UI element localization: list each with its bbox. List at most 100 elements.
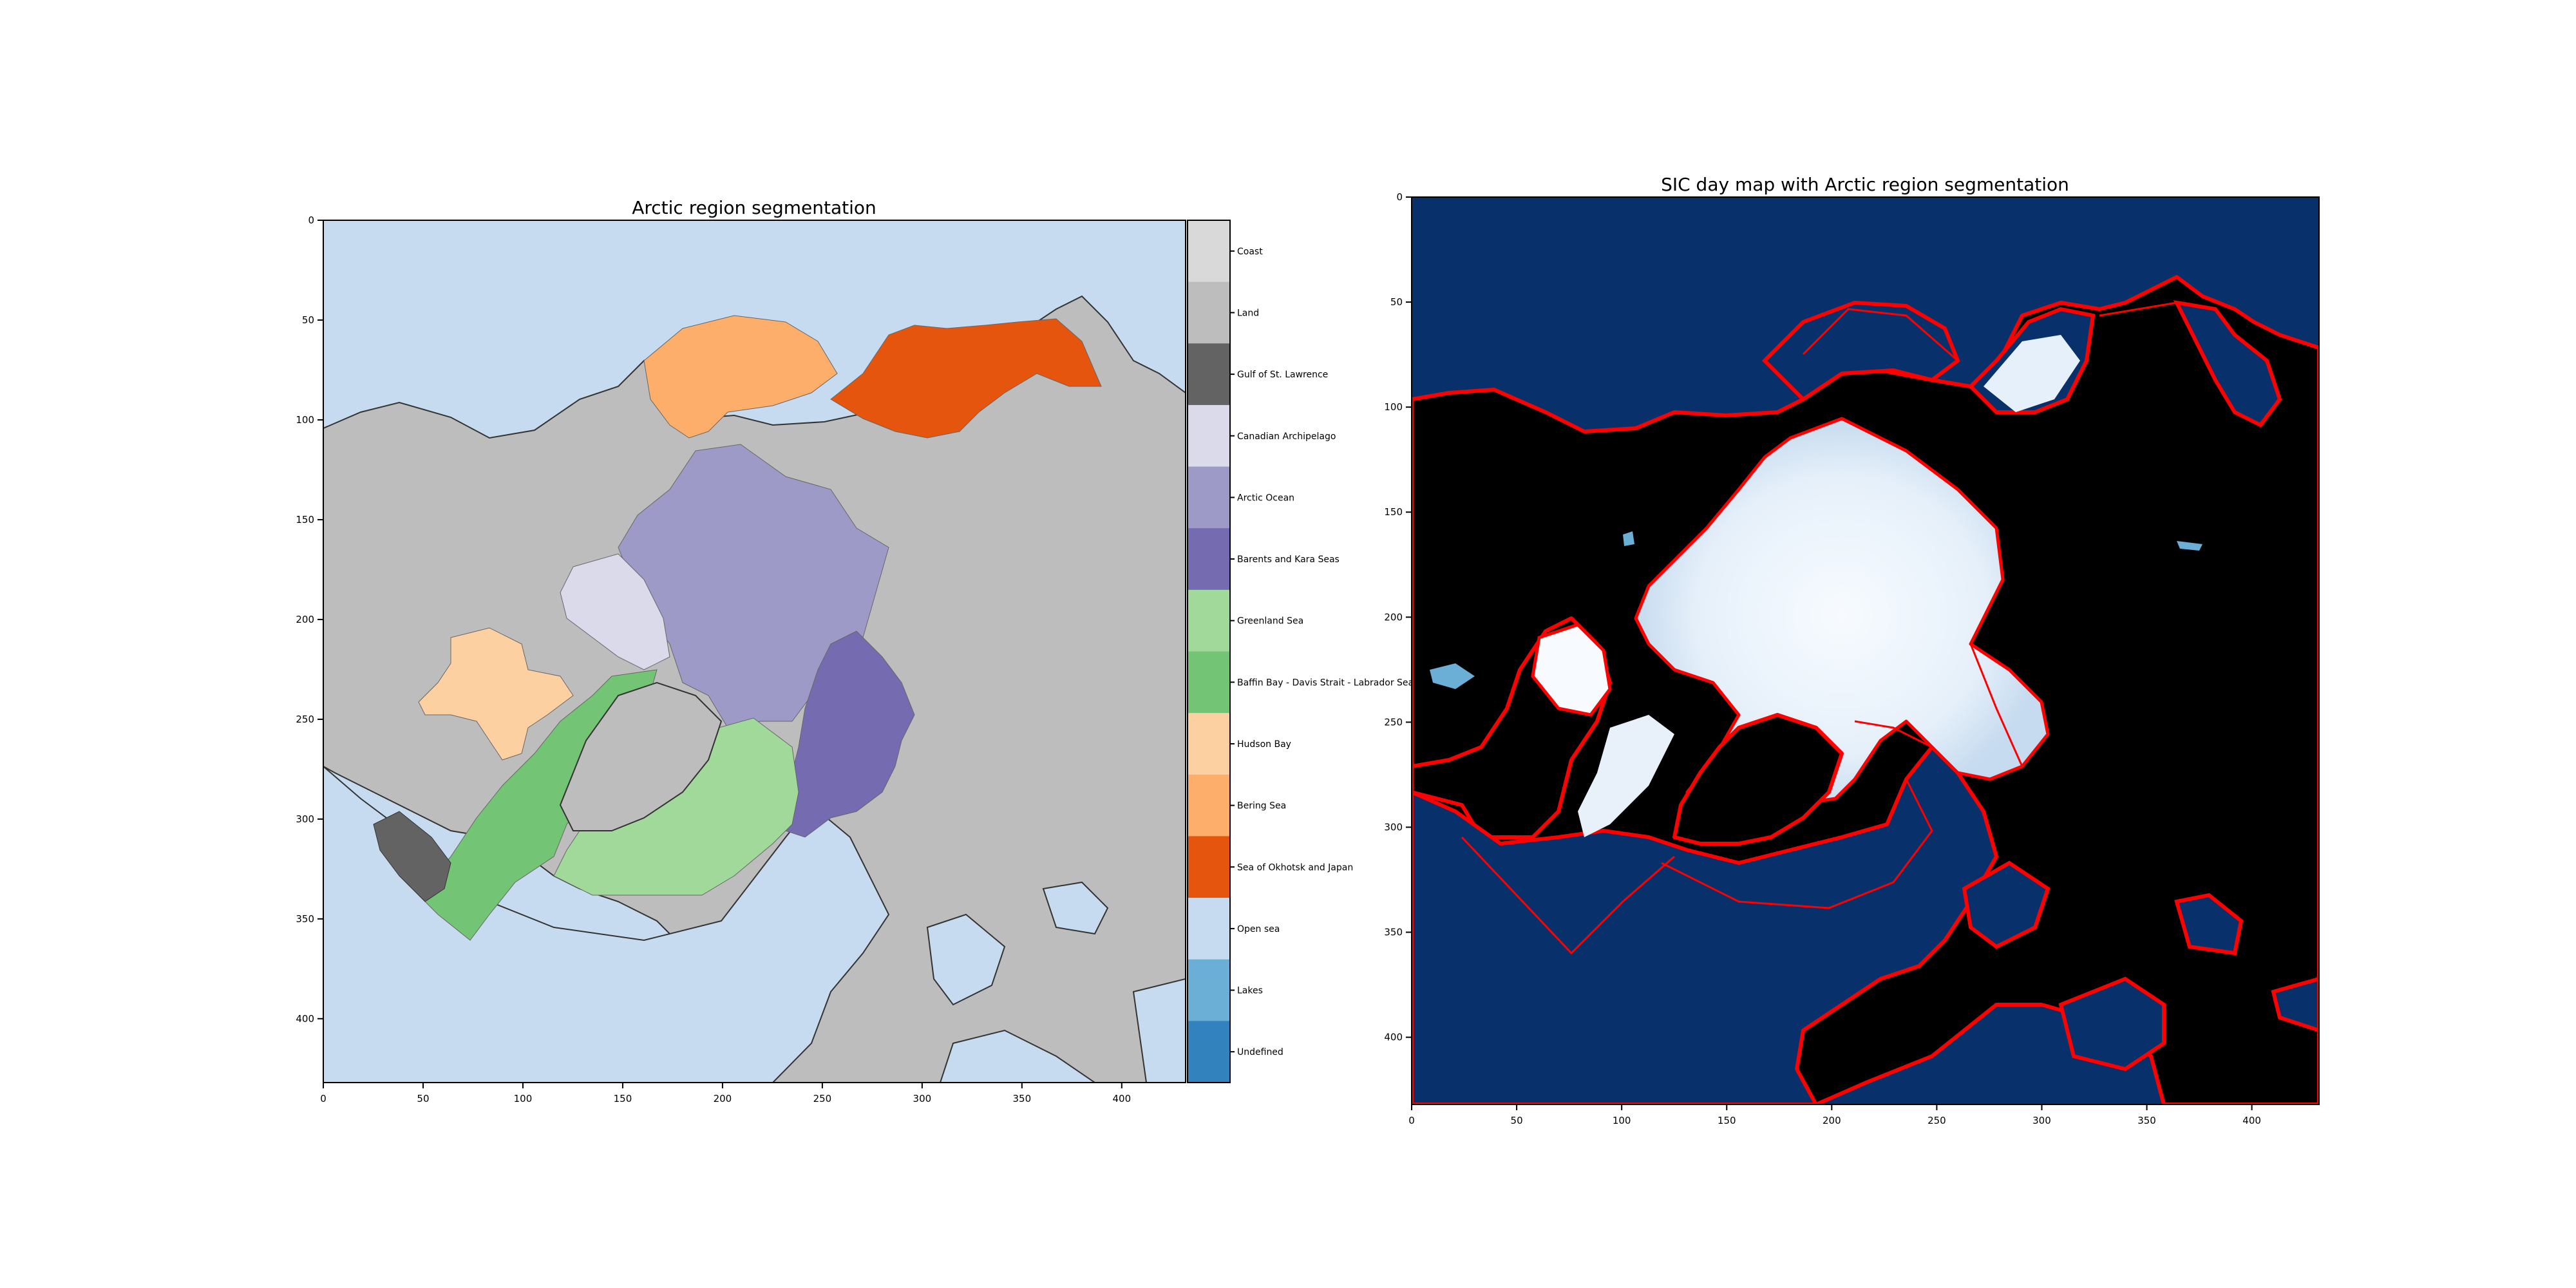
barents-kara-region [785,630,915,838]
colorbar-label: Gulf of St. Lawrence [1237,370,1328,380]
right-y-tick-label: 50 [1390,296,1403,308]
mediterranean-sea [939,1029,1096,1083]
right-y-tick-label: 250 [1384,716,1403,728]
left-map-frame [323,220,1186,1083]
colorbar-label: Undefined [1237,1047,1283,1057]
right-y-tick-label: 400 [1384,1032,1403,1043]
sic-mediterranean [2058,976,2166,1072]
left-y-tick-label: 0 [308,214,314,226]
left-x-tick-label: 200 [714,1093,732,1104]
canadian-archipelago-region [560,553,670,670]
greenland-land [559,681,723,831]
right-x-tick-label: 0 [1408,1115,1415,1126]
left-y-tick-label: 300 [296,813,314,825]
left-x-tick-label: 50 [417,1093,429,1104]
left-x-tick-label: 400 [1112,1093,1131,1104]
sic-baltic [1962,860,2050,949]
colorbar-label: Sea of Okhotsk and Japan [1237,862,1353,873]
colorbar-label: Land [1237,308,1259,318]
left-y-tick-label: 400 [296,1013,314,1025]
sic-greenland [1672,713,1844,846]
colorbar-label: Arctic Ocean [1237,493,1294,503]
colorbar-label: Baffin Bay - Davis Strait - Labrador Sea [1237,677,1414,688]
left-x-tick-label: 250 [813,1093,832,1104]
colorbar-swatch [1188,1021,1230,1083]
colorbar-label: Barents and Kara Seas [1237,554,1340,565]
colorbar-label: Coast [1237,247,1263,257]
left-x-tick-label: 300 [913,1093,932,1104]
right-x-tick-label: 350 [2137,1115,2156,1126]
colorbar-swatch [1188,343,1230,406]
right-x-tick-label: 100 [1613,1115,1631,1126]
colorbar-frame [1187,220,1231,1083]
gulf-st-lawrence-region [373,811,451,902]
left-y-tick-label: 100 [296,414,314,426]
colorbar-label: Open sea [1237,924,1280,934]
colorbar-swatch [1188,281,1230,344]
colorbar-swatch [1188,466,1230,529]
left-x-axis: 0 50 100 150 200 250 300 350 400 [320,1083,1131,1104]
region-colorbar: Coast Land Gulf of St. Lawrence Canadian Ar… [1187,220,1414,1083]
left-y-tick-label: 150 [296,514,314,526]
right-x-tick-label: 150 [1718,1115,1736,1126]
right-y-tick-label: 200 [1384,611,1403,623]
right-map-title: SIC day map with Arctic region segmentat… [1661,174,2069,195]
colorbar-swatch [1188,959,1230,1021]
left-y-axis: 0 50 100 150 200 250 300 350 400 [296,214,323,1025]
colorbar-label: Lakes [1237,986,1263,996]
left-y-tick-label: 250 [296,714,314,725]
left-y-tick-label: 200 [296,614,314,625]
right-y-tick-label: 150 [1384,506,1403,518]
arabian-sea [1132,978,1186,1083]
colorbar-swatch [1188,528,1230,591]
colorbar-swatch [1188,898,1230,960]
sea-ice-hudson [1531,623,1612,717]
left-y-tick-label: 50 [302,314,314,326]
colorbar-swatch [1188,836,1230,898]
right-x-tick-label: 400 [2242,1115,2261,1126]
colorbar-label: Greenland Sea [1237,616,1303,627]
right-map-panel: SIC day map with Arctic region segmentat… [1384,174,2320,1126]
baltic-sea [926,913,1006,1006]
colorbar-label: Canadian Archipelago [1237,431,1336,442]
sic-lake-3 [2177,541,2202,551]
sic-lake-2 [1623,531,1634,546]
colorbar-swatch [1188,589,1230,652]
colorbar-label: Hudson Bay [1237,739,1291,750]
left-y-tick-label: 350 [296,913,314,925]
right-y-tick-label: 350 [1384,927,1403,938]
left-map-panel: Arctic region segmentation [296,197,1186,1104]
colorbar-label: Bering Sea [1237,801,1286,811]
sic-japan-sea [2173,300,2282,428]
right-map-frame [1411,196,2320,1105]
sic-arabian [2271,976,2319,1033]
colorbar-swatch [1188,651,1230,714]
caspian-sea [1042,881,1109,935]
colorbar-swatch [1188,404,1230,468]
left-x-tick-label: 100 [514,1093,533,1104]
right-y-tick-label: 0 [1396,191,1403,203]
right-x-axis: 0 50 100 150 200 250 300 350 400 [1408,1104,2261,1126]
sea-ice-labrador [1578,715,1674,837]
colorbar-swatch [1188,774,1230,837]
right-x-tick-label: 50 [1511,1115,1523,1126]
right-map-image [1412,197,2319,1104]
colorbar-swatch [1188,220,1230,283]
sea-ice-okhotsk [1984,335,2080,412]
right-x-tick-label: 300 [2032,1115,2051,1126]
right-x-tick-label: 250 [1927,1115,1946,1126]
region-outlines [1461,301,2177,955]
right-y-tick-label: 300 [1384,821,1403,833]
bering-sea-region [643,315,838,439]
left-x-tick-label: 0 [320,1093,327,1104]
right-x-tick-label: 200 [1823,1115,1841,1126]
right-y-tick-label: 100 [1384,401,1403,413]
sic-lake-1 [1430,663,1475,689]
left-x-tick-label: 350 [1013,1093,1032,1104]
left-map-title: Arctic region segmentation [632,197,876,218]
right-y-axis: 0 50 100 150 200 250 300 350 400 [1384,191,1412,1043]
hudson-bay-region [418,627,574,761]
okhotsk-japan-region [830,318,1102,439]
left-x-tick-label: 150 [614,1093,632,1104]
